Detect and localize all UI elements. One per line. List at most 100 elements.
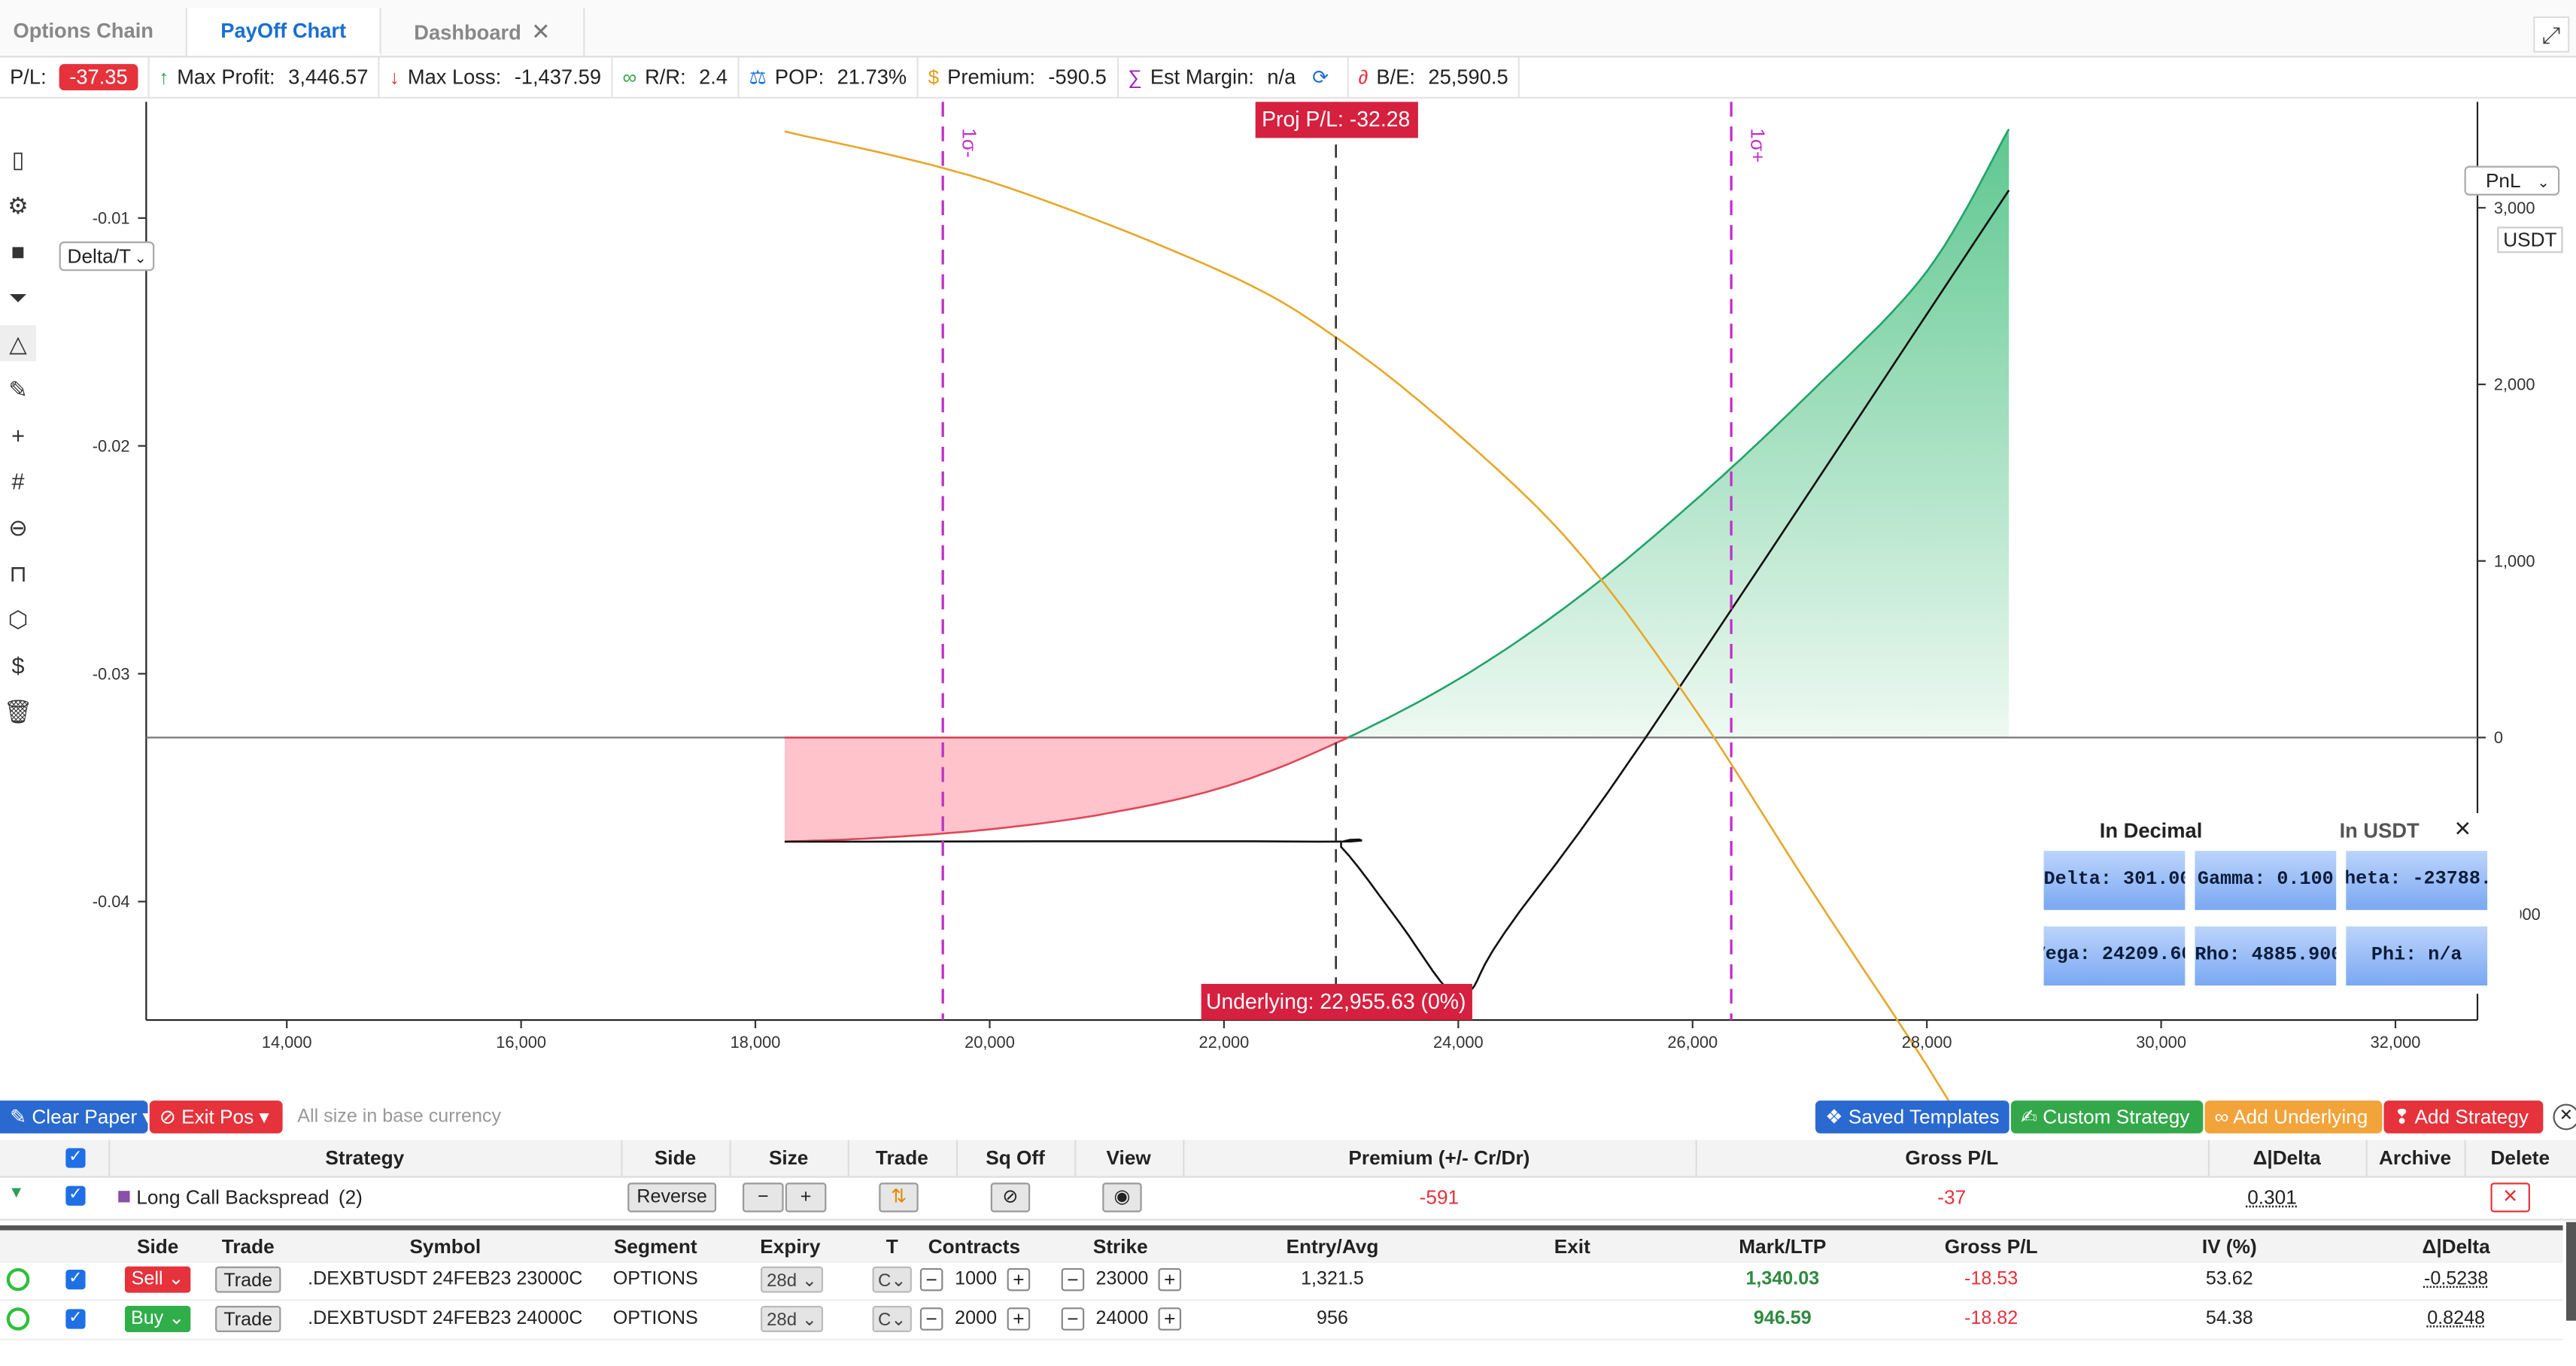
pencil-icon[interactable]: ✎ xyxy=(8,376,28,403)
leg-mark: 946.59 xyxy=(1753,1309,1812,1329)
square-icon[interactable]: ■ xyxy=(11,238,26,265)
close-icon[interactable]: × xyxy=(2454,812,2471,845)
strike-minus-button[interactable]: − xyxy=(1061,1307,1085,1331)
col-premium: Premium (+/- Cr/Dr) xyxy=(1348,1146,1530,1170)
strike-minus-button[interactable]: − xyxy=(1061,1267,1085,1292)
leg-trade-button[interactable]: Trade xyxy=(215,1306,281,1332)
trash-icon[interactable]: 🗑 xyxy=(3,698,33,725)
col-leg-symbol: Symbol xyxy=(409,1235,481,1258)
tab-in-decimal[interactable]: In Decimal xyxy=(2099,819,2203,843)
leg-strike[interactable]: 24000 xyxy=(1095,1309,1149,1329)
leg-side-select[interactable]: Sell ⌄ xyxy=(124,1266,191,1293)
leg-contracts[interactable]: 1000 xyxy=(955,1270,998,1290)
trade-arrows-icon[interactable]: ⇅ xyxy=(879,1182,919,1213)
saved-templates-button[interactable]: ❖ Saved Templates xyxy=(1815,1100,2009,1134)
add-strategy-button[interactable]: ❢ Add Strategy xyxy=(2383,1100,2544,1134)
x-tick-label: 28,000 xyxy=(1902,1033,1952,1052)
pencil-icon: ✎ xyxy=(10,1105,27,1129)
leg-strike[interactable]: 23000 xyxy=(1095,1270,1149,1290)
left-tick-label: -0.03 xyxy=(93,664,130,683)
lock-icon[interactable]: ⊓ xyxy=(9,560,27,587)
contracts-plus-button[interactable]: + xyxy=(1007,1267,1031,1292)
plus-icon[interactable]: + xyxy=(11,422,25,449)
clear-paper-button[interactable]: ✎ Clear Paper ▾ xyxy=(0,1100,153,1134)
leg-type-select[interactable]: C⌄ xyxy=(872,1306,912,1332)
leg-checkbox[interactable]: ✓ xyxy=(65,1309,86,1329)
tab-label: Dashboard xyxy=(414,21,521,44)
x-tick-label: 26,000 xyxy=(1667,1033,1718,1052)
zoom-out-icon[interactable]: ⊖ xyxy=(8,514,28,541)
infinity-icon: ∞ xyxy=(2214,1105,2229,1129)
saved-templates-label: Saved Templates xyxy=(1848,1105,2000,1129)
eye-icon[interactable]: ◉ xyxy=(1102,1182,1142,1213)
proj-pl-label: Proj P/L: -32.28 xyxy=(1262,108,1410,132)
leg-trade-button[interactable]: Trade xyxy=(215,1266,281,1293)
custom-strategy-button[interactable]: ✍ Custom Strategy xyxy=(2010,1100,2204,1134)
close-icon[interactable]: ✕ xyxy=(530,18,551,44)
tab-payoff-chart[interactable]: PayOff Chart xyxy=(187,8,381,56)
close-circle-icon[interactable]: ✕ xyxy=(2553,1103,2576,1131)
tab-dashboard[interactable]: Dashboard ✕ xyxy=(381,8,585,56)
left-series-select[interactable]: Delta/T ⌄ xyxy=(59,241,155,272)
pop-label: POP: xyxy=(774,65,825,89)
gear-icon[interactable]: ⚙ xyxy=(8,192,29,219)
leg-side-value: Buy xyxy=(130,1309,164,1329)
payoff-chart[interactable]: 1σ- 1σ+ 14,000 16,000 18,000 20,000 22,000 24… xyxy=(0,99,2576,1101)
left-series-value: Delta/T xyxy=(67,244,132,268)
leg-delta: -0.5238 xyxy=(2424,1270,2489,1290)
tab-options-chain[interactable]: Options Chain xyxy=(0,8,187,56)
leg-contracts[interactable]: 2000 xyxy=(955,1309,998,1329)
leg-iv: 54.38 xyxy=(2205,1309,2253,1329)
left-tick-label: -0.02 xyxy=(93,436,130,455)
exit-pos-button[interactable]: ⊘ Exit Pos ▾ xyxy=(149,1100,283,1134)
expand-triangle-icon[interactable]: ▼ xyxy=(8,1184,25,1203)
margin-stat: ∑ Est Margin: n/a ⟳ xyxy=(1118,57,1349,97)
add-underlying-button[interactable]: ∞ Add Underlying xyxy=(2204,1100,2383,1134)
triangle-icon[interactable]: △ xyxy=(0,325,37,362)
dollar-tool-icon[interactable]: $ xyxy=(11,651,25,678)
rho-tile: Rho: 4885.900 xyxy=(2195,926,2337,986)
leg-mark: 1,340.03 xyxy=(1745,1270,1820,1290)
leg-checkbox[interactable]: ✓ xyxy=(65,1270,86,1290)
x-tick-label: 30,000 xyxy=(2136,1033,2186,1052)
col-archive: Archive xyxy=(2378,1146,2452,1170)
col-leg-strike: Strike xyxy=(1092,1235,1148,1258)
add-underlying-label: Add Underlying xyxy=(2233,1105,2368,1129)
square-off-icon[interactable]: ⊘ xyxy=(990,1182,1031,1213)
strategy-color-swatch xyxy=(118,1191,130,1203)
partial-icon: ∂ xyxy=(1358,65,1368,89)
rr-value: 2.4 xyxy=(699,65,728,89)
cube-icon[interactable]: ⬡ xyxy=(8,606,29,633)
expand-icon[interactable]: ⤢ xyxy=(2533,16,2570,53)
left-tick-label: -0.01 xyxy=(93,209,130,228)
strike-plus-button[interactable]: + xyxy=(1158,1267,1182,1292)
scrollbar[interactable] xyxy=(2565,1222,2576,1321)
tab-in-usdt[interactable]: In USDT xyxy=(2339,819,2420,843)
strike-plus-button[interactable]: + xyxy=(1158,1307,1182,1331)
strategy-checkbox[interactable]: ✓ xyxy=(65,1185,86,1206)
leg-expiry-select[interactable]: 28d ⌄ xyxy=(761,1306,824,1332)
leg-type-select[interactable]: C⌄ xyxy=(872,1266,912,1293)
contracts-minus-button[interactable]: − xyxy=(919,1267,943,1292)
leg-side-select[interactable]: Buy ⌄ xyxy=(124,1306,191,1332)
leg-entry: 956 xyxy=(1317,1309,1348,1329)
right-series-select[interactable]: PnL ⌄ xyxy=(2464,165,2560,196)
pl-label: P/L: xyxy=(10,65,47,89)
contracts-minus-button[interactable]: − xyxy=(919,1307,943,1331)
x-tick-label: 14,000 xyxy=(262,1033,312,1052)
leg-expiry-select[interactable]: 28d ⌄ xyxy=(761,1266,824,1293)
sidebar-toggle-icon[interactable]: ▯ xyxy=(11,146,25,173)
bulb-icon: ❢ xyxy=(2393,1105,2410,1129)
greeks-panel: In Decimal In USDT × Delta: 301.000 Gamm… xyxy=(2043,812,2520,994)
delete-icon[interactable]: ✕ xyxy=(2490,1182,2530,1213)
leg-row: ✓ Buy ⌄ Trade .DEXBTUSDT 24FEB23 24000C … xyxy=(0,1299,2563,1340)
refresh-icon[interactable]: ⟳ xyxy=(1312,65,1329,89)
grid-icon[interactable]: # xyxy=(11,468,25,495)
col-leg-segment: Segment xyxy=(613,1235,697,1258)
select-all-checkbox[interactable]: ✓ xyxy=(65,1148,86,1168)
contracts-plus-button[interactable]: + xyxy=(1007,1307,1031,1331)
filter-icon[interactable]: ⏷ xyxy=(8,284,28,311)
reverse-button[interactable]: Reverse xyxy=(627,1182,717,1213)
size-increase-button[interactable]: + xyxy=(785,1182,827,1213)
size-decrease-button[interactable]: − xyxy=(743,1182,784,1213)
